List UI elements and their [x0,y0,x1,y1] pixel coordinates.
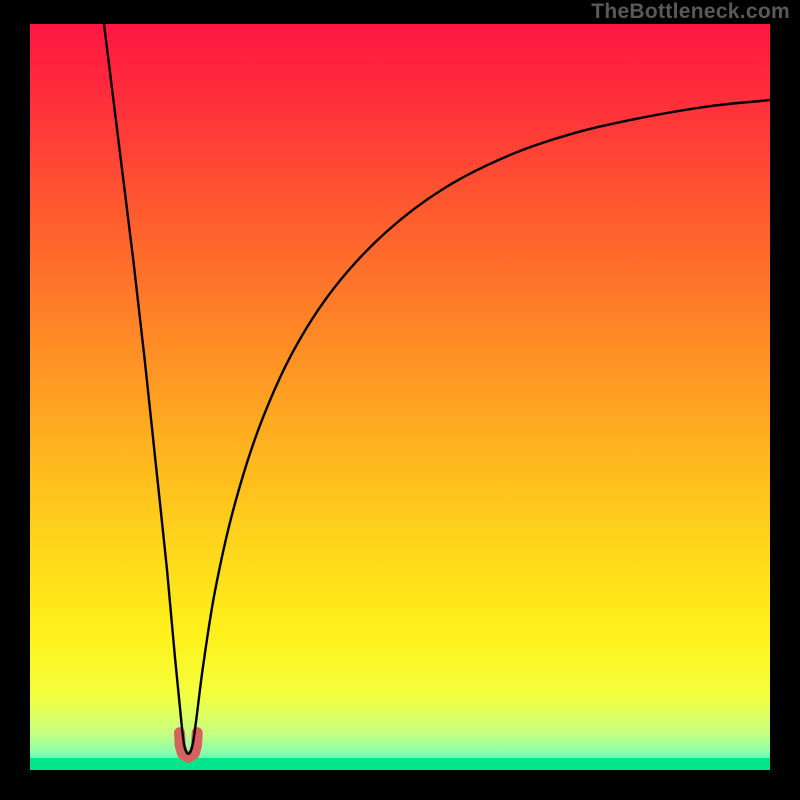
curve-layer [30,24,770,770]
plot-area [30,24,770,770]
watermark-text: TheBottleneck.com [591,0,790,24]
bottleneck-curve [104,24,770,754]
chart-canvas: TheBottleneck.com [0,0,800,800]
